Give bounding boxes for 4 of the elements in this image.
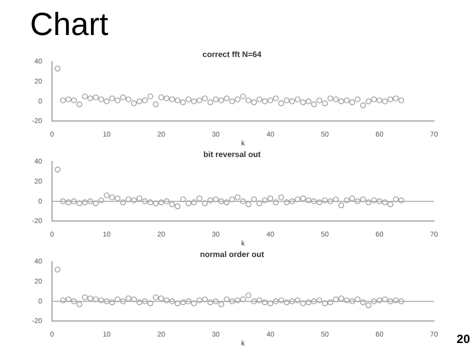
text: Chart [30,6,108,43]
chart-title: correct fft N=64 [202,50,262,60]
chart-title: normal order out [200,250,264,260]
chart-title: bit reversal out [203,150,262,160]
